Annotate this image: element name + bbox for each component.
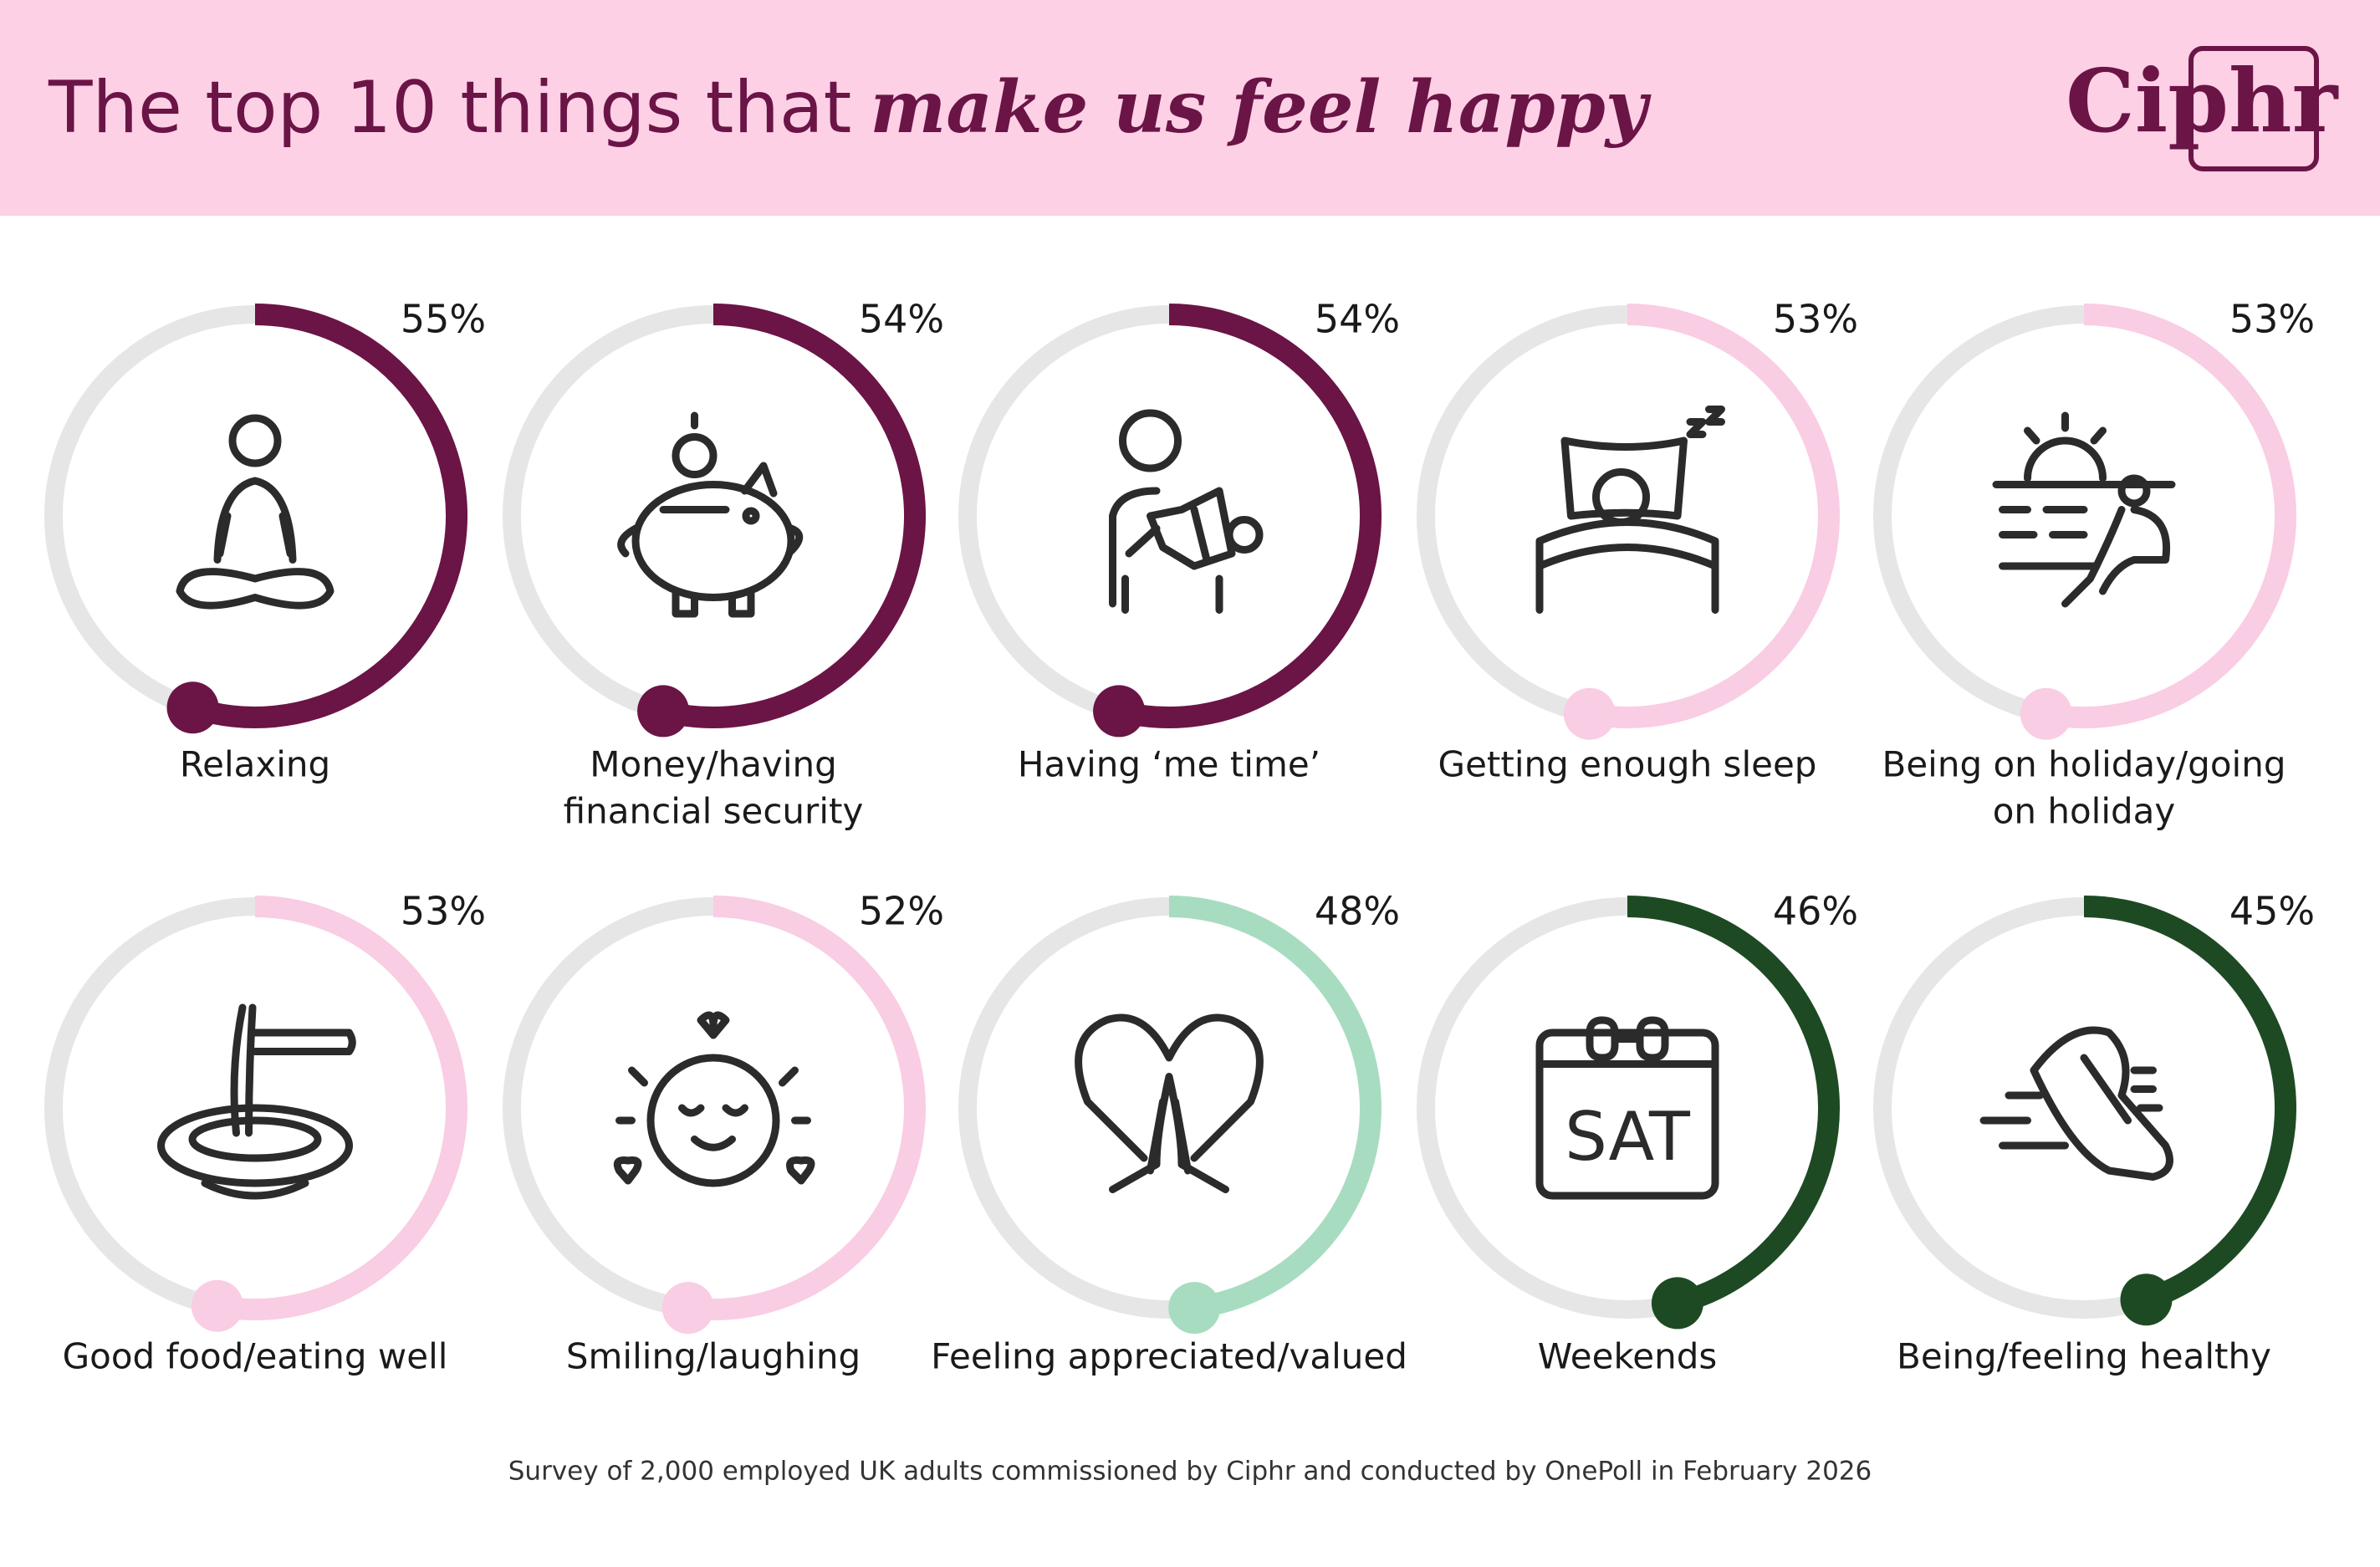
category-label: on holiday xyxy=(1993,791,2176,832)
gauge-arc xyxy=(687,896,926,1320)
calendar-icon-text: SAT xyxy=(1565,1098,1691,1176)
title-text: The top 10 things that xyxy=(48,66,851,150)
category-label: financial security xyxy=(564,791,864,832)
category-label: Getting enough sleep xyxy=(1438,744,1817,785)
category-label: Feeling appreciated/valued xyxy=(931,1336,1407,1377)
icon xyxy=(1079,1018,1260,1190)
gauge-end-dot xyxy=(2020,687,2072,740)
gauge-arc xyxy=(1627,896,1840,1314)
value-label: 48% xyxy=(1315,889,1400,934)
gauge-end-dot xyxy=(661,1282,714,1335)
value-label: 53% xyxy=(1773,297,1858,342)
gauge-arc xyxy=(660,304,926,728)
title-emphasis: make us feel happy xyxy=(870,65,1651,150)
gauge-arc xyxy=(1116,304,1382,728)
gauge-end-dot xyxy=(1168,1282,1221,1335)
value-label: 46% xyxy=(1773,889,1858,934)
header-band xyxy=(0,0,2380,216)
value-label: 55% xyxy=(401,297,486,342)
category-label: Relaxing xyxy=(180,744,330,785)
category-label: Weekends xyxy=(1538,1336,1718,1377)
icon xyxy=(621,416,799,614)
gauge-end-dot xyxy=(1563,687,1616,740)
icon xyxy=(1113,413,1260,610)
gauge-end-dot xyxy=(2120,1274,2173,1326)
icon xyxy=(617,1015,811,1183)
value-label: 52% xyxy=(859,889,944,934)
value-label: 53% xyxy=(2229,297,2315,342)
category-label: Being on holiday/going xyxy=(1882,744,2286,785)
category-label: Smiling/laughing xyxy=(566,1336,861,1377)
gauge-arc xyxy=(189,304,467,728)
title: The top 10 things that make us feel happy xyxy=(48,65,1652,151)
gauge-end-dot xyxy=(166,681,219,734)
value-label: 45% xyxy=(2229,889,2315,934)
gauge-end-dot xyxy=(1651,1277,1703,1330)
category-label: Being/feeling healthy xyxy=(1897,1336,2271,1377)
source-note: Survey of 2,000 employed UK adults commi… xyxy=(508,1457,1872,1487)
icon xyxy=(180,418,330,605)
category-label: Money/having xyxy=(590,744,837,785)
value-label: 53% xyxy=(401,889,486,934)
gauge-arc xyxy=(2044,304,2296,728)
value-label: 54% xyxy=(1315,297,1400,342)
gauge-end-dot xyxy=(191,1279,243,1332)
gauge-arc xyxy=(215,896,467,1320)
icon xyxy=(1984,1030,2170,1177)
gauge-arc xyxy=(1587,304,1840,728)
category-label: Good food/eating well xyxy=(63,1336,448,1377)
gauge-arc xyxy=(1168,896,1382,1319)
icon xyxy=(1996,416,2172,604)
value-label: 54% xyxy=(859,297,944,342)
gauge-end-dot xyxy=(637,685,690,738)
icon xyxy=(1540,410,1722,610)
logo-box xyxy=(2188,46,2319,171)
gauge-end-dot xyxy=(1093,685,1146,738)
logo: Ciphr xyxy=(2066,49,2339,152)
gauge-arc xyxy=(2083,896,2296,1310)
icon xyxy=(161,1008,353,1196)
category-label: Having ‘me time’ xyxy=(1018,744,1320,785)
